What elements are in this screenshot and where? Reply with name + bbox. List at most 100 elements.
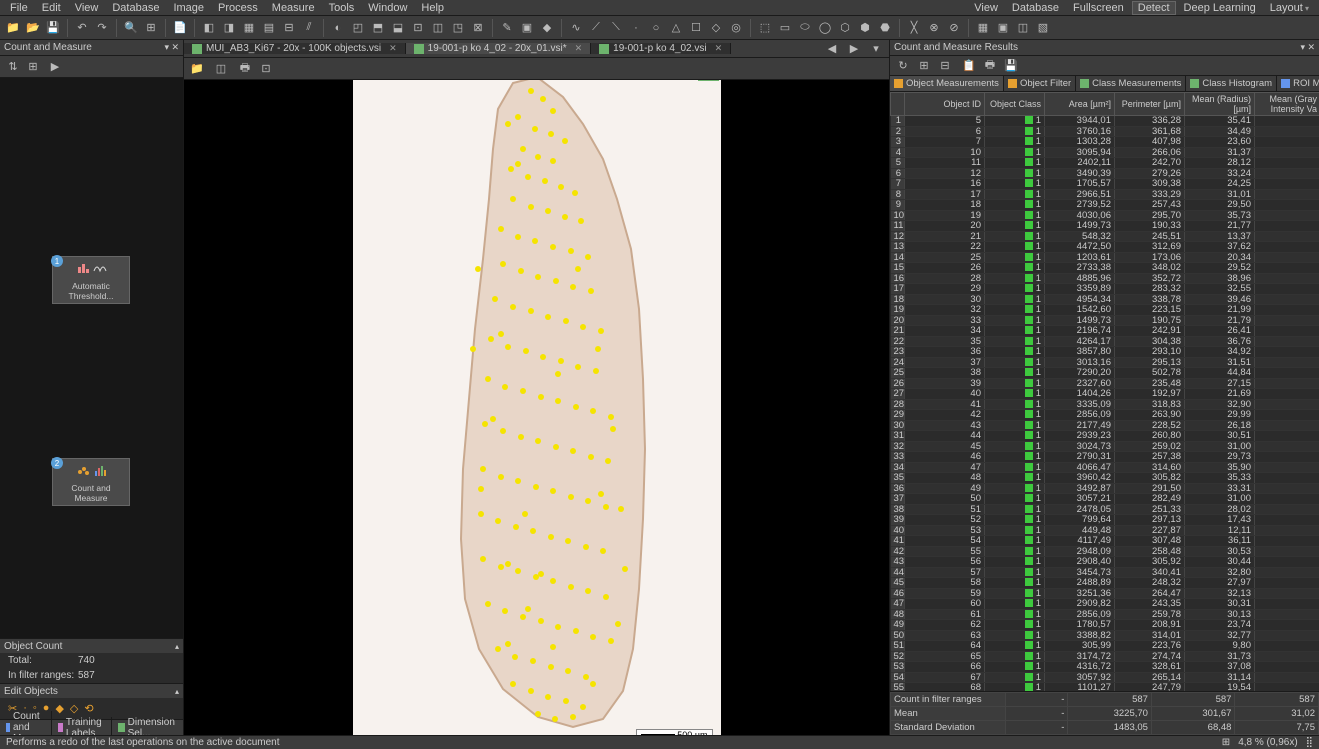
table-row[interactable]: 40531449,48227,8712,11 bbox=[891, 525, 1319, 536]
menu-image[interactable]: Image bbox=[167, 1, 210, 15]
table-row[interactable]: 1513944,01336,2835,41 bbox=[891, 116, 1319, 127]
menu-tools[interactable]: Tools bbox=[323, 1, 361, 15]
edit-objects-header[interactable]: Edit Objects ▴ bbox=[0, 684, 183, 698]
table-row[interactable]: 101914030,06295,7035,73 bbox=[891, 210, 1319, 221]
table-row[interactable]: 344714066,47314,6035,90 bbox=[891, 462, 1319, 473]
results-toolbar-button[interactable]: 💾 bbox=[1002, 57, 1020, 75]
toolbar-button[interactable]: ⊗ bbox=[925, 19, 943, 37]
table-row[interactable]: 12211548,32245,5113,37 bbox=[891, 231, 1319, 242]
table-row[interactable]: 375013057,21282,4931,00 bbox=[891, 494, 1319, 505]
image-toolbar-button[interactable]: 📁 bbox=[188, 60, 206, 78]
menu-process[interactable]: Process bbox=[212, 1, 264, 15]
toolbar-button[interactable]: ⊠ bbox=[469, 19, 487, 37]
column-header[interactable]: Object ID bbox=[905, 93, 985, 116]
toolbar-button[interactable]: ▤ bbox=[260, 19, 278, 37]
table-row[interactable]: 61213490,39279,2633,24 bbox=[891, 168, 1319, 179]
toolbar-button[interactable]: ▦ bbox=[974, 19, 992, 37]
menu-file[interactable]: File bbox=[4, 1, 34, 15]
tab-close-icon[interactable]: ✕ bbox=[715, 43, 723, 54]
table-row[interactable]: 263912327,60235,4827,15 bbox=[891, 378, 1319, 389]
menu-edit[interactable]: Edit bbox=[36, 1, 67, 15]
toolbar-button[interactable]: 📂 bbox=[24, 19, 42, 37]
table-row[interactable]: 546713057,92265,1431,14 bbox=[891, 672, 1319, 683]
table-row[interactable]: 364913492,87291,5033,31 bbox=[891, 483, 1319, 494]
menu-right-database[interactable]: Database bbox=[1006, 1, 1065, 15]
toolbar-button[interactable]: ◎ bbox=[727, 19, 745, 37]
results-tab-class-measurements[interactable]: Class Measurements bbox=[1076, 76, 1186, 91]
column-header[interactable]: Mean (Radius) [µm] bbox=[1185, 93, 1255, 116]
toolbar-button[interactable]: ↷ bbox=[93, 19, 111, 37]
table-row[interactable]: 314412939,23260,8030,51 bbox=[891, 431, 1319, 442]
toolbar-button[interactable]: ☐ bbox=[687, 19, 705, 37]
toolbar-button[interactable]: ◯ bbox=[816, 19, 834, 37]
table-row[interactable]: 71611705,57309,3824,25 bbox=[891, 179, 1319, 190]
results-tab-object-measurements[interactable]: Object Measurements bbox=[890, 76, 1004, 91]
table-row[interactable]: 112011499,73190,3321,77 bbox=[891, 221, 1319, 232]
tissue-image[interactable]: 20x 500 µm bbox=[353, 80, 721, 735]
toolbar-button[interactable]: ⬣ bbox=[876, 19, 894, 37]
menu-right-detect[interactable]: Detect bbox=[1132, 1, 1176, 15]
document-tab[interactable]: MUI_AB3_Ki67 - 20x - 100K objects.vsi✕ bbox=[184, 43, 406, 54]
table-row[interactable]: 203311499,73190,7521,79 bbox=[891, 315, 1319, 326]
results-tab-roi-measurements[interactable]: ROI Measurements bbox=[1277, 76, 1319, 91]
toolbar-button[interactable]: ◨ bbox=[220, 19, 238, 37]
tab-close-icon[interactable]: ✕ bbox=[389, 43, 397, 54]
toolbar-button[interactable]: ∿ bbox=[567, 19, 585, 37]
toolbar-button[interactable]: ╳ bbox=[905, 19, 923, 37]
toolbar-button[interactable]: ◆ bbox=[538, 19, 556, 37]
toolbar-button[interactable]: ▣ bbox=[518, 19, 536, 37]
table-row[interactable]: 526513174,72274,7431,73 bbox=[891, 651, 1319, 662]
tab-nav-icon[interactable]: ◀ bbox=[823, 40, 841, 58]
table-row[interactable]: 354813960,42305,8235,33 bbox=[891, 473, 1319, 484]
tab-nav-icon[interactable]: ▾ bbox=[867, 40, 885, 58]
tab-close-icon[interactable]: ✕ bbox=[575, 43, 583, 54]
table-row[interactable]: 294212856,09263,9029,99 bbox=[891, 410, 1319, 421]
toolbar-button[interactable]: ⊟ bbox=[280, 19, 298, 37]
image-toolbar-button[interactable]: ◫ bbox=[212, 60, 230, 78]
edit-tool-icon[interactable]: ◇ bbox=[70, 702, 78, 715]
toolbar-button[interactable]: 📁 bbox=[4, 19, 22, 37]
table-row[interactable]: 3711303,28407,9823,60 bbox=[891, 137, 1319, 148]
table-row[interactable]: 132214472,50312,6937,62 bbox=[891, 242, 1319, 253]
menu-window[interactable]: Window bbox=[362, 1, 413, 15]
table-row[interactable]: 455812488,89248,3227,97 bbox=[891, 578, 1319, 589]
table-row[interactable]: 39521799,64297,1317,43 bbox=[891, 515, 1319, 526]
table-row[interactable]: 91812739,52257,4329,50 bbox=[891, 200, 1319, 211]
table-row[interactable]: 2613760,16361,6834,49 bbox=[891, 126, 1319, 137]
menu-database[interactable]: Database bbox=[106, 1, 165, 15]
table-row[interactable]: 435612908,40305,9230,44 bbox=[891, 557, 1319, 568]
table-row[interactable]: 51112402,11242,7028,12 bbox=[891, 158, 1319, 169]
table-row[interactable]: 213412196,74242,9126,41 bbox=[891, 326, 1319, 337]
toolbar-button[interactable]: ⬓ bbox=[389, 19, 407, 37]
menu-right-deep-learning[interactable]: Deep Learning bbox=[1178, 1, 1262, 15]
table-row[interactable]: 233613857,80293,1034,92 bbox=[891, 347, 1319, 358]
table-row[interactable]: 425512948,09258,4830,53 bbox=[891, 546, 1319, 557]
table-row[interactable]: 486112856,09259,7830,13 bbox=[891, 609, 1319, 620]
table-row[interactable]: 415414117,49307,4836,11 bbox=[891, 536, 1319, 547]
toolbar-button[interactable]: 📄 bbox=[171, 19, 189, 37]
results-toolbar-button[interactable]: ⊞ bbox=[915, 57, 933, 75]
results-tab-class-histogram[interactable]: Class Histogram bbox=[1186, 76, 1277, 91]
toolbar-button[interactable]: ⬒ bbox=[369, 19, 387, 37]
collapse-icon[interactable]: ▴ bbox=[175, 687, 179, 696]
toolbar-button[interactable]: 🔍 bbox=[122, 19, 140, 37]
toolbar-button[interactable]: ◳ bbox=[449, 19, 467, 37]
toolbar-button[interactable]: ◐ bbox=[329, 19, 347, 37]
toolbar-button[interactable]: ◫ bbox=[1014, 19, 1032, 37]
toolbar-button[interactable]: ⊞ bbox=[142, 19, 160, 37]
table-row[interactable]: 253817290,20502,7844,84 bbox=[891, 368, 1319, 379]
table-row[interactable]: 506313388,82314,0132,77 bbox=[891, 630, 1319, 641]
toolbar-button[interactable]: ◰ bbox=[349, 19, 367, 37]
table-row[interactable]: 243713013,16295,1331,51 bbox=[891, 357, 1319, 368]
table-row[interactable]: 81712966,51333,2931,01 bbox=[891, 189, 1319, 200]
menu-view[interactable]: View bbox=[69, 1, 105, 15]
table-row[interactable]: 51641305,99223,769,80 bbox=[891, 641, 1319, 652]
table-row[interactable]: 162814885,96352,7238,96 bbox=[891, 273, 1319, 284]
toolbar-button[interactable]: ⫽ bbox=[300, 19, 318, 37]
toolbar-button[interactable]: ⟋ bbox=[587, 19, 605, 37]
close-icon[interactable]: ▾ ✕ bbox=[1300, 42, 1315, 53]
mini-toolbar-button[interactable]: ⊞ bbox=[24, 58, 42, 76]
toolbar-button[interactable]: ▦ bbox=[240, 19, 258, 37]
table-row[interactable]: 496211780,57208,9123,74 bbox=[891, 620, 1319, 631]
column-header[interactable]: Object Class bbox=[985, 93, 1045, 116]
